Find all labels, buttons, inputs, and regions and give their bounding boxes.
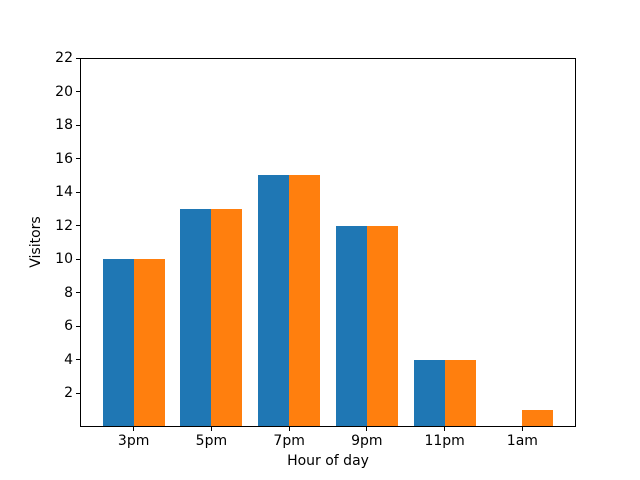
x-axis-label: Hour of day	[287, 453, 369, 469]
x-tick-mark	[521, 427, 523, 431]
bar-orange-3pm	[133, 259, 165, 427]
x-tick-mark	[444, 427, 446, 431]
y-tick-mark	[76, 225, 80, 227]
y-tick-mark	[76, 258, 80, 260]
y-tick-label: 4	[64, 351, 73, 368]
bar-orange-5pm	[211, 208, 243, 427]
x-tick-label: 3pm	[117, 433, 150, 449]
x-tick-mark	[210, 427, 212, 431]
x-tick-mark	[366, 427, 368, 431]
y-tick-mark	[76, 392, 80, 394]
y-tick-label: 2	[64, 385, 73, 402]
bar-blue-7pm	[258, 175, 290, 427]
y-tick-label: 10	[55, 251, 73, 268]
x-tick-label: 5pm	[195, 433, 228, 449]
bar-blue-3pm	[102, 259, 134, 427]
x-tick-label: 9pm	[351, 433, 383, 449]
y-tick-mark	[76, 292, 80, 294]
y-tick-mark	[76, 124, 80, 126]
y-tick-label: 8	[64, 284, 73, 301]
x-tick-label: 7pm	[273, 433, 305, 449]
bar-orange-9pm	[366, 225, 398, 427]
y-tick-mark	[76, 91, 80, 93]
x-tick-label: 1am	[506, 433, 538, 449]
x-tick-mark	[288, 427, 290, 431]
bar-orange-1am	[522, 410, 554, 427]
y-tick-mark	[76, 359, 80, 361]
y-tick-label: 22	[55, 50, 73, 66]
plot-area	[80, 58, 576, 427]
y-tick-label: 14	[55, 184, 73, 201]
bar-blue-5pm	[180, 208, 212, 427]
y-tick-label: 6	[64, 318, 73, 335]
y-tick-label: 12	[55, 217, 73, 234]
bar-orange-7pm	[289, 175, 321, 427]
y-tick-label: 16	[55, 150, 73, 167]
y-tick-mark	[76, 191, 80, 193]
bar-orange-11pm	[444, 359, 476, 427]
y-tick-mark	[76, 325, 80, 327]
y-tick-label: 18	[55, 117, 73, 134]
y-tick-mark	[76, 57, 80, 59]
bar-blue-11pm	[413, 359, 445, 427]
y-tick-label: 20	[55, 83, 73, 100]
bar-blue-9pm	[335, 225, 367, 427]
y-tick-mark	[76, 158, 80, 160]
x-tick-label: 11pm	[424, 433, 465, 449]
x-tick-mark	[133, 427, 135, 431]
